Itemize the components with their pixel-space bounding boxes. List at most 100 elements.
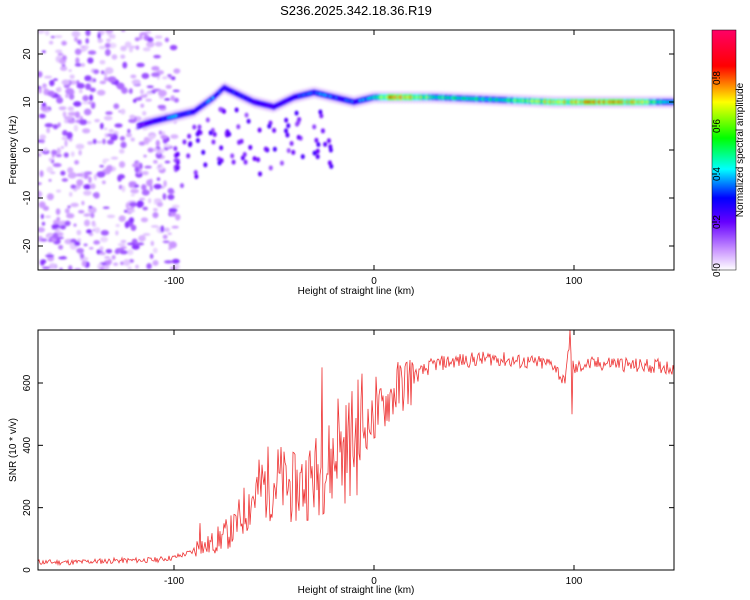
heatmap-cell [240,155,245,161]
heatmap-cell [67,172,77,179]
heatmap-cell [54,35,63,38]
heatmap-cell [171,258,180,264]
heatmap-cell [312,124,317,130]
heatmap-cell [143,136,150,144]
heatmap-cell [120,108,126,115]
heatmap-cell [163,180,167,187]
heatmap-cell [197,129,202,135]
heatmap-cell [219,158,224,164]
heatmap-cell [193,169,198,175]
heatmap-cell [132,162,140,168]
heatmap-cell [97,32,101,40]
heatmap-cell [82,95,89,102]
heatmap-cell [141,184,147,191]
heatmap-cell [61,136,69,141]
heatmap-cell [186,153,191,159]
heatmap-cell [212,131,217,137]
heatmap-cell [93,240,101,245]
heatmap-cell [138,235,146,242]
heatmap-cell [151,72,161,78]
heatmap-cell [173,97,180,103]
heatmap-cell [164,160,171,164]
heatmap-cell [70,238,77,243]
heatmap-cell [92,78,97,83]
heatmap-cell [107,76,117,83]
heatmap-cell [69,74,75,79]
heatmap-cell [156,177,161,181]
heatmap-cell [50,35,55,39]
heatmap-cell [56,189,62,193]
heatmap-cell [140,217,149,223]
heatmap-cell [94,119,100,123]
heatmap-cell [126,242,136,246]
heatmap-cell [179,183,184,189]
heatmap-cell [113,103,120,110]
heatmap-cell [300,154,305,160]
chart-title: S236.2025.342.18.36.R19 [280,3,432,18]
heatmap-cell [142,47,151,52]
heatmap-cell [60,170,66,176]
heatmap-cell [142,233,151,236]
heatmap-cell [174,213,181,221]
heatmap-cell [118,161,126,168]
heatmap-cell [80,48,87,52]
heatmap-cell [62,111,67,118]
heatmap-cell [81,200,85,206]
heatmap-cell [239,138,244,144]
colorbar: 0.0 0.2 0.4 0.6 0.8 Normalized spectral ampl… [711,29,746,277]
heatmap-cell [106,38,111,43]
heatmap-cell [83,190,92,196]
heatmap-cell [173,146,178,152]
heatmap-cell [92,222,96,227]
heatmap-cell [118,215,126,222]
heatmap-cell [41,221,46,226]
snr-ticks: -100 0 100 0 200 400 600 [22,330,674,587]
heatmap-cell [170,266,177,270]
heatmap-cell [86,120,92,125]
heatmap-cell [81,101,90,105]
heatmap-cell [138,162,143,170]
heatmap-cell [38,153,42,157]
heatmap-cell [129,114,136,120]
heatmap-cell [89,94,94,102]
heatmap-cell [60,65,68,71]
heatmap-cell [154,41,163,47]
colorbar-label: Normalized spectral amplitude [735,82,746,217]
heatmap-cell [175,165,180,171]
heatmap-cell [134,37,140,42]
heatmap-cell [162,234,168,240]
heatmap-cell [61,40,67,46]
heatmap-cell [73,101,82,107]
heatmap-cell [74,37,79,42]
heatmap-cell [286,123,291,129]
heatmap-cell [164,260,173,264]
heatmap-cell [107,139,114,145]
heatmap-cell [151,66,160,71]
heatmap-cell [142,206,148,211]
snr-series-line [38,330,674,566]
heatmap-cell [78,149,82,156]
heatmap-cell [192,124,197,130]
spectrogram-y-tick-label: 10 [22,96,33,108]
heatmap-cell [83,213,91,217]
heatmap-cell [105,111,113,115]
heatmap-cell [156,201,163,207]
heatmap-cell [152,212,159,219]
heatmap-cell [92,138,97,145]
snr-x-axis-label: Height of straight line (km) [298,585,415,596]
spectrogram-frame [37,29,675,271]
heatmap-cell [144,165,152,169]
heatmap-cell [48,179,52,182]
heatmap-cell [326,138,331,144]
heatmap-cell [171,204,180,209]
heatmap-cell [76,82,85,89]
heatmap-cell [111,54,118,60]
snr-frame [37,329,675,571]
heatmap-cell [83,184,92,190]
heatmap-cell [153,208,158,212]
heatmap-cell [142,111,147,116]
heatmap-cell [227,131,232,137]
heatmap-cell [88,176,92,184]
snr-x-tick-label: 0 [371,576,377,587]
heatmap-cell [318,109,323,115]
